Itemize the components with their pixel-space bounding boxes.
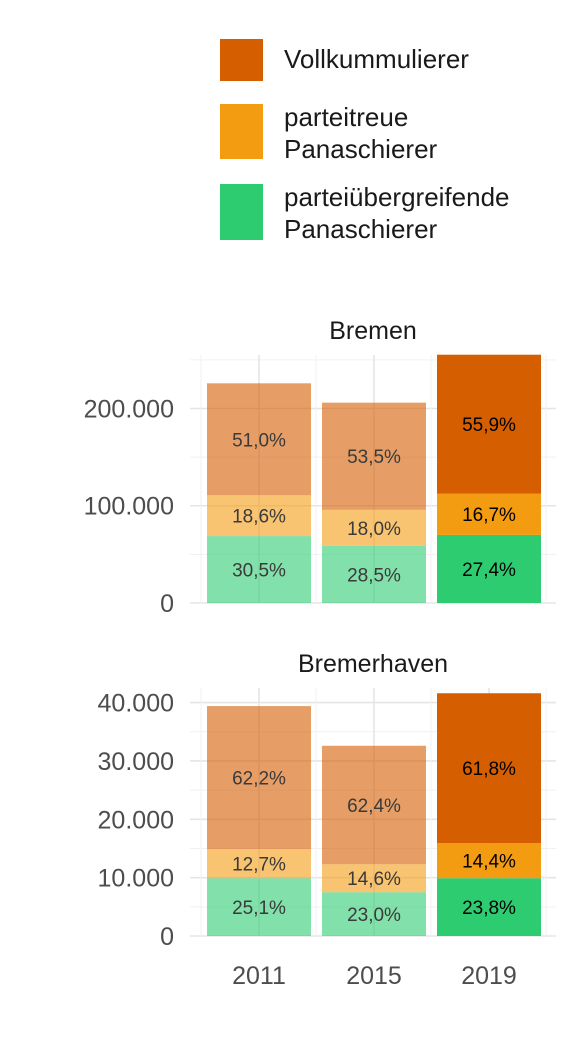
bar-data-label: 14,4% — [462, 852, 516, 873]
bar-data-label: 18,6% — [232, 507, 286, 528]
x-tick-label: 2011 — [232, 962, 286, 990]
y-tick-label: 10.000 — [98, 865, 174, 893]
bar-data-label: 28,5% — [347, 565, 401, 586]
bar-data-label: 62,4% — [347, 796, 401, 817]
bar-data-label: 55,9% — [462, 415, 516, 436]
facet-title: Bremerhaven — [298, 650, 448, 678]
bar-data-label: 14,6% — [347, 869, 401, 890]
bar-data-label: 23,8% — [462, 898, 516, 919]
bar-data-label: 62,2% — [232, 769, 286, 790]
bar-data-label: 53,5% — [347, 447, 401, 468]
y-tick-label: 100.000 — [84, 493, 174, 521]
y-tick-label: 200.000 — [84, 395, 174, 423]
bar-data-label: 16,7% — [462, 505, 516, 526]
bar-data-label: 23,0% — [347, 905, 401, 926]
bar-data-label: 12,7% — [232, 855, 286, 876]
bar-data-label: 25,1% — [232, 898, 286, 919]
bar-data-label: 30,5% — [232, 561, 286, 582]
x-tick-label: 2015 — [346, 962, 402, 990]
y-tick-label: 40.000 — [98, 690, 174, 718]
y-tick-label: 0 — [160, 923, 174, 951]
y-tick-label: 20.000 — [98, 806, 174, 834]
bar-data-label: 27,4% — [462, 560, 516, 581]
y-tick-label: 0 — [160, 590, 174, 618]
bar-data-label: 61,8% — [462, 759, 516, 780]
x-tick-label: 2019 — [461, 962, 517, 990]
facet-title: Bremen — [329, 317, 417, 345]
bar-data-label: 18,0% — [347, 519, 401, 540]
y-tick-label: 30.000 — [98, 748, 174, 776]
bar-data-label: 51,0% — [232, 430, 286, 451]
